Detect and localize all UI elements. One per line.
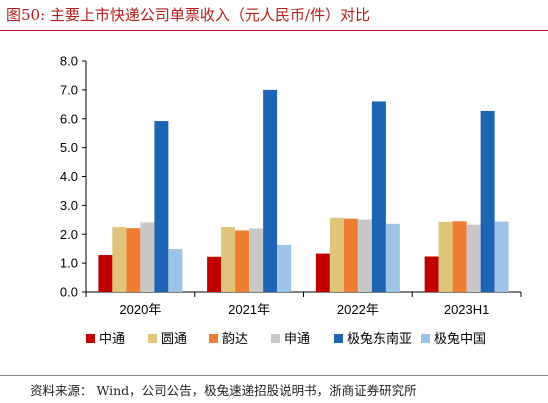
y-tick-label: 7.0: [60, 82, 78, 97]
legend-swatch: [421, 334, 430, 343]
bar: [154, 121, 169, 292]
legend-label: 极兔东南亚: [347, 331, 412, 347]
bar: [235, 230, 250, 292]
y-tick-label: 5.0: [60, 140, 78, 155]
x-tick-label: 2023H1: [444, 302, 490, 317]
legend-swatch: [148, 334, 157, 343]
bar: [424, 256, 439, 292]
bar: [249, 228, 264, 292]
figure-title: 图50: 主要上市快递公司单票收入（元人民币/件）对比: [6, 6, 370, 24]
bar: [98, 255, 113, 292]
x-tick-label: 2022年: [337, 302, 379, 317]
bar: [221, 227, 236, 292]
legend-swatch: [271, 334, 280, 343]
bar: [494, 221, 509, 292]
bar: [438, 221, 453, 292]
source-divider: [0, 375, 548, 376]
chart-legend: 中通 圆通 韵达 申通 极兔东南亚 极兔中国: [86, 331, 486, 347]
bar: [357, 219, 372, 292]
bar: [329, 217, 344, 292]
bar: [140, 222, 155, 292]
y-tick-label: 8.0: [60, 54, 78, 69]
y-tick-label: 1.0: [60, 256, 78, 271]
bar: [168, 248, 183, 292]
source-note: 资料来源： Wind，公司公告，极兔速递招股说明书，浙商证券研究所: [30, 383, 417, 398]
bar: [343, 218, 358, 292]
bar-chart: 0.0 1.0 2.0 3.0 4.0 5.0 6.0 7.0 8.0 2020年 2021年 202…: [60, 54, 522, 347]
y-tick-label: 0.0: [60, 285, 78, 300]
bar: [207, 256, 222, 292]
legend-label: 极兔中国: [434, 332, 486, 347]
x-tick-label: 2020年: [119, 302, 161, 317]
legend-label: 中通: [99, 332, 125, 347]
bar: [277, 244, 292, 292]
chart-bars: [98, 89, 509, 292]
title-divider: [0, 30, 548, 31]
bar: [112, 227, 127, 292]
bar: [466, 224, 481, 292]
bar: [126, 228, 141, 292]
bar: [371, 101, 386, 292]
legend-swatch: [86, 334, 95, 343]
bar: [315, 253, 330, 292]
y-tick-label: 2.0: [60, 227, 78, 242]
bar: [263, 89, 278, 292]
y-tick-label: 4.0: [60, 169, 78, 184]
legend-label: 申通: [284, 332, 310, 347]
y-tick-label: 6.0: [60, 111, 78, 126]
chart-axes: 0.0 1.0 2.0 3.0 4.0 5.0 6.0 7.0 8.0 2020年 2021年 202…: [60, 54, 522, 317]
legend-swatch: [209, 334, 218, 343]
bar: [480, 110, 495, 292]
legend-label: 韵达: [222, 332, 248, 347]
y-tick-label: 3.0: [60, 198, 78, 213]
legend-swatch: [334, 334, 343, 343]
bar: [452, 221, 467, 292]
x-tick-label: 2021年: [228, 302, 270, 317]
legend-label: 圆通: [161, 332, 187, 347]
bar: [385, 223, 400, 292]
